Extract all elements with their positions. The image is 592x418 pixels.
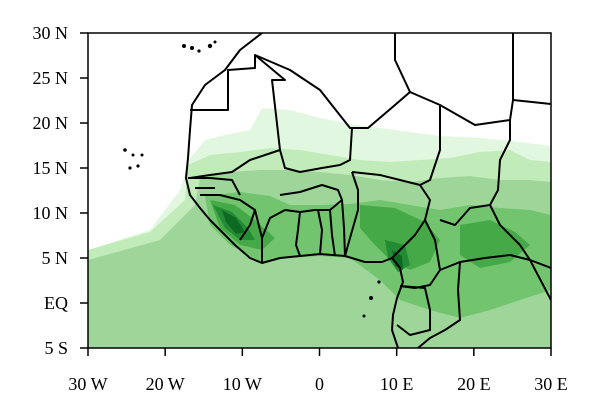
y-axis: 5 S EQ 5 N 10 N 15 N 20 N 25 N 30 N (33, 23, 88, 358)
border-egypt (512, 99, 551, 105)
cape-verde-island (136, 164, 140, 168)
canary-island (213, 40, 217, 44)
border-algeria-mali (254, 33, 411, 129)
x-tick-label: 20 E (457, 374, 491, 394)
border-libya-chad (439, 33, 514, 126)
rainfall-shading (88, 108, 551, 348)
y-tick-label: 25 N (33, 68, 69, 88)
canary-island (197, 49, 201, 53)
border-chad-sudan (439, 120, 511, 226)
x-tick-label: 10 E (380, 374, 414, 394)
y-tick-label: 15 N (33, 158, 69, 178)
border-mauritania (189, 54, 286, 179)
border-guinea (200, 194, 256, 241)
canary-island (190, 46, 194, 50)
y-tick-label: EQ (44, 293, 68, 313)
x-axis: 30 W 20 W 10 W 0 10 E 20 E 30 E (68, 348, 568, 394)
shading-level-4 (205, 192, 551, 318)
cape-verde-island (131, 153, 135, 157)
gulf-island (369, 296, 373, 300)
y-tick-label: 20 N (33, 113, 69, 133)
gulf-island (362, 314, 366, 318)
coastline-west-africa (185, 33, 404, 348)
gulf-island (377, 280, 381, 284)
y-tick-label: 10 N (33, 203, 69, 223)
shading-level-5 (210, 200, 530, 270)
shading-level-6 (213, 205, 410, 272)
x-tick-label: 30 W (68, 374, 107, 394)
border-nigeria-cameroon (391, 184, 431, 259)
border-togo-benin (329, 199, 346, 257)
cape-verde-island (128, 166, 132, 170)
border-car-drc (439, 254, 551, 271)
border-east (489, 204, 551, 301)
y-tick-label: 5 S (44, 338, 68, 358)
border-congo-drc (417, 261, 461, 348)
cape-verde-island (123, 148, 127, 152)
country-borders (185, 33, 551, 348)
border-senegal (188, 177, 241, 196)
y-tick-label: 30 N (33, 23, 69, 43)
x-tick-label: 30 E (534, 374, 568, 394)
y-tick-label: 5 N (42, 248, 69, 268)
border-ivory-coast (254, 209, 286, 263)
canary-island (182, 44, 186, 48)
border-niger-chad (351, 91, 441, 186)
canary-island (207, 43, 213, 49)
border-nigeria (344, 171, 359, 257)
cape-verde-island (140, 153, 144, 157)
x-tick-label: 0 (315, 374, 324, 394)
border-gabon (396, 285, 431, 336)
islands (123, 40, 381, 318)
x-tick-label: 10 W (223, 374, 262, 394)
x-tick-label: 20 W (146, 374, 185, 394)
border-mali-niger (279, 127, 353, 173)
border-ghana (295, 209, 323, 257)
